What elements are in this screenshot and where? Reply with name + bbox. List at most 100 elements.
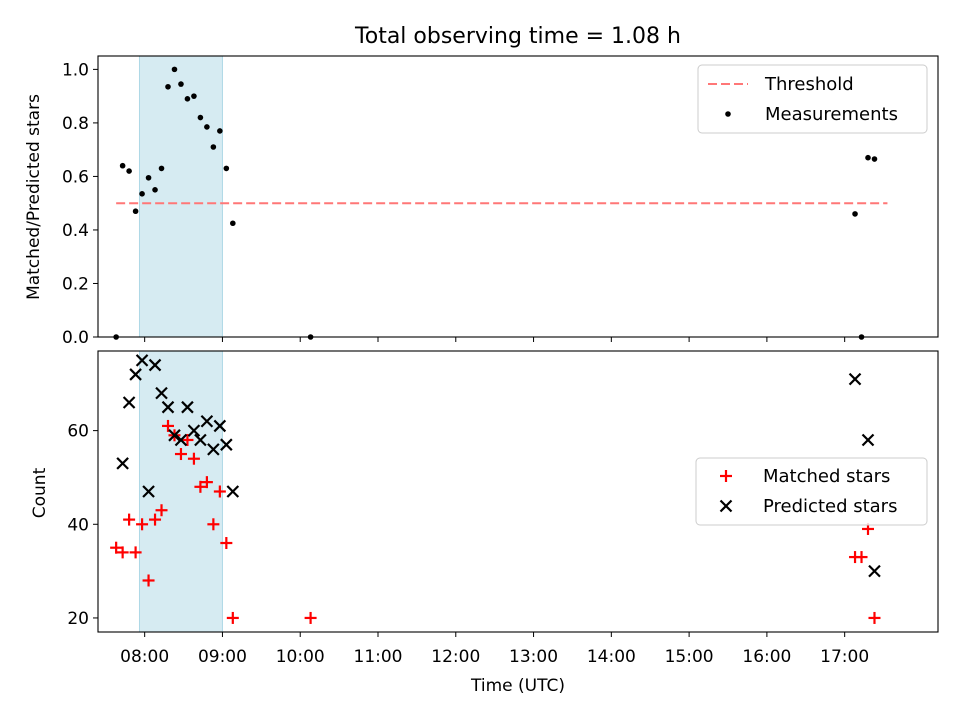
predicted-star-point [122, 396, 136, 409]
measurement-point [126, 168, 132, 174]
bottom-y-ticks: 20 40 60 [67, 422, 98, 629]
matched-star-point [116, 546, 129, 559]
predicted-star-point [207, 443, 220, 456]
matched-star-point [187, 452, 200, 465]
top-y-ticks: 0.0 0.2 0.4 0.6 0.8 1.0 [62, 60, 98, 348]
measurement-point [178, 81, 184, 87]
predicted-star-point [135, 354, 149, 367]
predicted-star-point [181, 400, 194, 414]
top-plot-marks [113, 66, 888, 340]
measurement-point [210, 144, 217, 150]
top-y-tick-label: 0.4 [62, 221, 89, 241]
measurement-point [871, 156, 878, 162]
legend-predicted-label: Predicted stars [763, 496, 897, 517]
top-panel: 0.0 0.2 0.4 0.6 0.8 1.0 Matched/Predicted sta… [24, 55, 939, 348]
predicted-star-point [220, 438, 233, 451]
bottom-legend: Matched stars Predicted stars [695, 457, 928, 526]
bottom-x-tick-label: 09:00 [198, 647, 247, 667]
measurement-point [230, 220, 236, 227]
bottom-panel: 20 40 60 08:00 09:00 10:00 11:00 12:00 13:00 14:… [30, 350, 939, 696]
bottom-legend-box [695, 457, 928, 526]
bottom-x-tick-label: 14:00 [587, 647, 636, 667]
predicted-star-point [194, 433, 207, 447]
matched-star-point [110, 541, 123, 554]
bottom-y-axis-label: Count [30, 467, 50, 518]
matched-star-point [194, 480, 207, 493]
bottom-plot-marks [110, 354, 881, 624]
predicted-star-point [174, 433, 188, 447]
bottom-highlight-span [138, 350, 223, 633]
bottom-x-tick-label: 12:00 [431, 647, 480, 667]
matched-star-point [149, 513, 162, 526]
bottom-x-tick-label: 11:00 [354, 647, 403, 667]
predicted-star-point [142, 485, 155, 498]
predicted-star-point [187, 424, 201, 437]
legend-measurements-swatch [725, 111, 731, 117]
matched-star-point [304, 611, 317, 624]
matched-star-point [868, 611, 881, 624]
top-legend: Threshold Measurements [697, 64, 928, 134]
predicted-star-point [861, 433, 875, 447]
bottom-y-tick-label: 60 [67, 422, 89, 442]
measurement-point [223, 165, 230, 172]
measurement-point [865, 154, 871, 161]
measurement-point [191, 93, 197, 99]
predicted-star-point [168, 429, 181, 442]
matched-star-point [142, 574, 155, 587]
measurement-point [165, 83, 171, 90]
predicted-star-point [200, 414, 214, 428]
predicted-star-point [148, 358, 162, 372]
measurement-point [119, 162, 126, 169]
matched-star-point [155, 504, 168, 517]
legend-predicted-marker [719, 499, 733, 513]
measurement-point [132, 208, 139, 215]
bottom-x-tick-label: 16:00 [742, 647, 791, 667]
bottom-x-tick-label: 08:00 [120, 647, 169, 667]
matched-star-point [213, 485, 226, 498]
measurement-point [204, 124, 210, 130]
top-legend-box [697, 64, 928, 134]
figure-title: Total observing time = 1.08 h [354, 24, 681, 49]
top-y-tick-label: 0.8 [62, 114, 89, 134]
predicted-star-point [129, 368, 142, 381]
matched-star-point [136, 518, 149, 531]
measurement-point [158, 165, 165, 172]
top-highlight-span [138, 55, 223, 338]
measurement-point [171, 66, 178, 73]
measurement-point [152, 187, 158, 193]
top-y-tick-label: 0.6 [62, 167, 89, 187]
top-x-ticks [144, 337, 846, 342]
top-y-tick-label: 0.0 [62, 328, 89, 348]
matched-star-point [123, 513, 136, 526]
legend-matched-marker [720, 470, 732, 482]
top-y-tick-label: 0.2 [62, 274, 89, 294]
bottom-y-tick-label: 40 [67, 515, 89, 535]
predicted-star-point [226, 485, 240, 498]
measurement-point [197, 114, 204, 121]
matched-star-point [226, 611, 239, 624]
bottom-axes-frame [97, 350, 939, 633]
top-y-axis-label: Matched/Predicted stars [24, 94, 44, 300]
bottom-x-tick-label: 15:00 [665, 647, 714, 667]
legend-matched-label: Matched stars [763, 466, 890, 487]
predicted-star-point [155, 386, 168, 400]
matched-star-point [855, 551, 868, 564]
predicted-star-point [213, 419, 227, 433]
bottom-x-axis-label: Time (UTC) [470, 676, 565, 696]
predicted-star-point [116, 457, 129, 470]
legend-matched-swatch [720, 470, 732, 482]
bottom-x-tick-label: 17:00 [820, 647, 869, 667]
measurement-point [145, 174, 152, 181]
top-y-tick-label: 1.0 [62, 60, 89, 80]
matched-star-point [220, 537, 233, 550]
bottom-x-tick-label: 13:00 [509, 647, 558, 667]
predicted-star-point [161, 400, 175, 414]
bottom-x-ticks: 08:00 09:00 10:00 11:00 12:00 13:00 14:00 15:00… [120, 632, 869, 667]
matched-star-point [181, 433, 194, 446]
measurement-point [217, 128, 223, 134]
measurement-point [852, 211, 858, 217]
predicted-star-point [868, 564, 881, 578]
predicted-star-point [848, 372, 862, 386]
legend-predicted-swatch [719, 499, 733, 513]
